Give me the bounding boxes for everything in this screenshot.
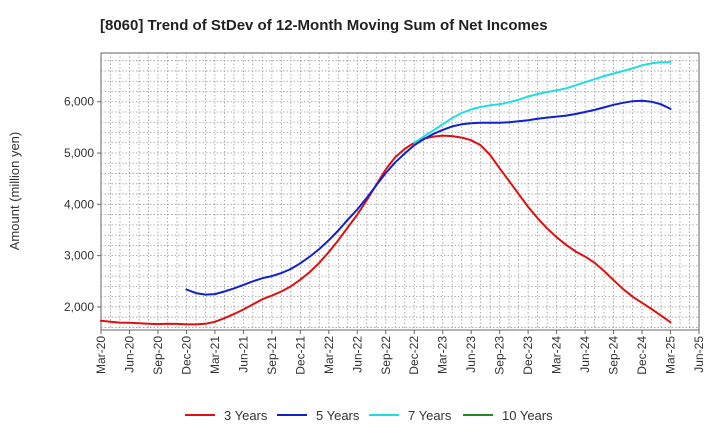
x-tick-label: Jun-21 (236, 336, 250, 373)
legend-label: 7 Years (408, 408, 452, 423)
x-tick-label: Mar-20 (94, 336, 108, 374)
y-axis-label: Amount (million yen) (7, 132, 22, 251)
y-tick-label: 6,000 (64, 95, 94, 109)
x-tick-label: Dec-20 (179, 336, 193, 375)
x-tick-label: Jun-25 (692, 336, 706, 373)
x-axis: Mar-20 Jun-20 Sep-20 Dec-20 Mar-21 Jun-21 Sep-… (94, 330, 706, 375)
x-tick-label: Mar-21 (208, 336, 222, 374)
legend-label: 3 Years (224, 408, 268, 423)
legend-label: 5 Years (316, 408, 360, 423)
chart-title: [8060] Trend of StDev of 12-Month Moving… (100, 17, 548, 34)
x-tick-label: Dec-21 (293, 336, 307, 375)
x-tick-label: Sep-23 (493, 336, 507, 375)
x-tick-label: Jun-22 (350, 336, 364, 373)
x-tick-label: Sep-20 (151, 336, 165, 375)
y-tick-label: 2,000 (64, 300, 94, 314)
x-tick-label: Dec-22 (407, 336, 421, 375)
legend-label: 10 Years (502, 408, 553, 423)
series-lines (100, 61, 672, 326)
x-tick-label: Mar-24 (550, 336, 564, 374)
x-tick-label: Dec-23 (521, 336, 535, 375)
x-tick-label: Dec-24 (635, 336, 649, 375)
series-line-7-years (413, 61, 672, 144)
y-tick-label: 5,000 (64, 146, 94, 160)
x-tick-label: Mar-23 (436, 336, 450, 374)
x-tick-label: Sep-21 (265, 336, 279, 375)
y-axis: 2,000 3,000 4,000 5,000 6,000 (64, 95, 101, 314)
x-tick-label: Sep-24 (607, 336, 621, 375)
series-line-5-years (185, 99, 672, 296)
y-tick-label: 3,000 (64, 249, 94, 263)
series-line-3-years (100, 134, 672, 326)
x-tick-label: Mar-22 (322, 336, 336, 374)
plot-area (100, 52, 700, 331)
x-tick-label: Jun-24 (578, 336, 592, 373)
legend: 3 Years 5 Years 7 Years 10 Years (185, 408, 553, 423)
x-tick-label: Sep-22 (379, 336, 393, 375)
grid (101, 53, 699, 330)
x-tick-label: Jun-20 (122, 336, 136, 373)
x-tick-label: Jun-23 (464, 336, 478, 373)
x-tick-label: Mar-25 (664, 336, 678, 374)
y-tick-label: 4,000 (64, 197, 94, 211)
